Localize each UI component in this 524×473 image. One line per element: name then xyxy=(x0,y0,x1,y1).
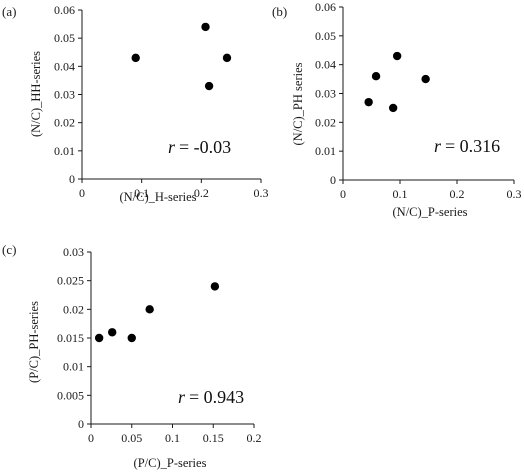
panel-b-correlation-symbol: r xyxy=(434,136,442,156)
panel-c-data-point xyxy=(210,282,220,291)
panel-c-correlation-symbol: r xyxy=(178,387,186,407)
panel-a-y-tick-label: 0.01 xyxy=(54,144,75,158)
panel-c-data-point xyxy=(145,305,154,314)
panel-c-x-tick-label: 0.05 xyxy=(121,431,142,445)
panel-c: (c) (P/C)_P-series (P/C)_PH-series r = 0.… xyxy=(2,242,262,470)
panel-a-y-axis-label: (N/C)_HH-series xyxy=(29,51,43,137)
panel-a-data-point xyxy=(204,81,214,91)
panel-c-correlation: r = 0.943 xyxy=(178,387,244,407)
panel-a-data-point xyxy=(131,53,140,63)
panel-c-data-point xyxy=(107,328,117,337)
panel-c-y-axis-label: (P/C)_PH-series xyxy=(27,301,41,383)
panel-c-data-point xyxy=(127,333,136,343)
panel-b-data-point xyxy=(364,97,373,107)
panel-a-correlation-symbol: r xyxy=(168,137,176,157)
panel-c-y-tick-label: 0.02 xyxy=(63,302,84,316)
panel-a-y-tick-label: 0.02 xyxy=(54,116,75,130)
panel-b-y-tick-label: 0.01 xyxy=(315,144,336,158)
panel-a-y-tick-label: 0.04 xyxy=(54,59,75,73)
panel-c-data-point xyxy=(94,333,104,343)
panel-a: (a) (N/C)_H-series (N/C)_HH-series r = -0… xyxy=(2,3,269,204)
panel-c-x-tick-label: 0 xyxy=(88,431,94,445)
panel-b-y-tick-label: 0.02 xyxy=(315,115,336,129)
panel-c-y-tick-label: 0.015 xyxy=(57,331,84,345)
panel-a-data-point xyxy=(201,22,210,32)
panel-c-correlation-value: = 0.943 xyxy=(189,387,244,407)
panel-a-x-tick-label: 0.3 xyxy=(254,186,269,200)
panel-b-x-tick-label: 0.3 xyxy=(507,187,522,201)
panel-b-y-tick-label: 0 xyxy=(330,173,336,187)
panel-a-y-tick-label: 0.06 xyxy=(54,3,75,17)
panel-b-y-tick-label: 0.06 xyxy=(315,0,336,14)
panel-a-y-tick-label: 0.03 xyxy=(54,88,75,102)
panel-a-correlation-value: = -0.03 xyxy=(179,137,231,157)
panel-a-label: (a) xyxy=(2,4,16,19)
panel-c-x-tick-label: 0.15 xyxy=(203,431,224,445)
panel-a-y-tick-label: 0.05 xyxy=(54,31,75,45)
panel-b-data-point xyxy=(371,72,381,81)
panel-b-label: (b) xyxy=(272,4,287,19)
panel-c-y-tick-label: 0.005 xyxy=(57,388,84,402)
panel-b-correlation-value: = 0.316 xyxy=(445,136,500,156)
panel-b-y-tick-label: 0.03 xyxy=(315,87,336,101)
panel-b-x-tick-label: 0.1 xyxy=(393,187,408,201)
panel-b: (b) (N/C)_P-series (N/C)_PH series r = 0.… xyxy=(272,0,522,219)
panel-a-y-tick-label: 0 xyxy=(69,172,75,186)
panel-b-y-tick-label: 0.05 xyxy=(315,29,336,43)
panel-b-y-tick-label: 0.04 xyxy=(315,58,336,72)
panel-c-label: (c) xyxy=(2,242,16,257)
panel-b-x-tick-label: 0.2 xyxy=(450,187,465,201)
panel-c-x-tick-label: 0.1 xyxy=(165,431,180,445)
panel-a-x-tick-label: 0 xyxy=(79,186,85,200)
panel-c-y-tick-label: 0.025 xyxy=(57,274,84,288)
panel-a-x-tick-label: 0.2 xyxy=(194,186,209,200)
panel-b-correlation: r = 0.316 xyxy=(434,136,500,156)
panel-b-data-point xyxy=(421,74,430,84)
panel-c-y-tick-label: 0 xyxy=(78,417,84,431)
panel-a-correlation: r = -0.03 xyxy=(168,137,231,157)
panel-a-x-tick-label: 0.1 xyxy=(134,186,149,200)
panel-c-x-axis-label: (P/C)_P-series xyxy=(134,456,207,470)
panel-a-data-point xyxy=(222,53,232,63)
panel-b-data-point xyxy=(388,103,398,113)
panel-b-x-axis-label: (N/C)_P-series xyxy=(393,205,468,219)
panel-b-y-axis-label: (N/C)_PH series xyxy=(291,62,305,145)
panel-c-y-tick-label: 0.03 xyxy=(63,245,84,259)
panel-c-y-tick-label: 0.01 xyxy=(63,360,84,374)
panel-c-x-tick-label: 0.2 xyxy=(247,431,262,445)
panel-b-data-point xyxy=(392,51,402,61)
panel-b-x-tick-label: 0 xyxy=(340,187,346,201)
panel-a-x-axis-label: (N/C)_H-series xyxy=(119,190,196,204)
